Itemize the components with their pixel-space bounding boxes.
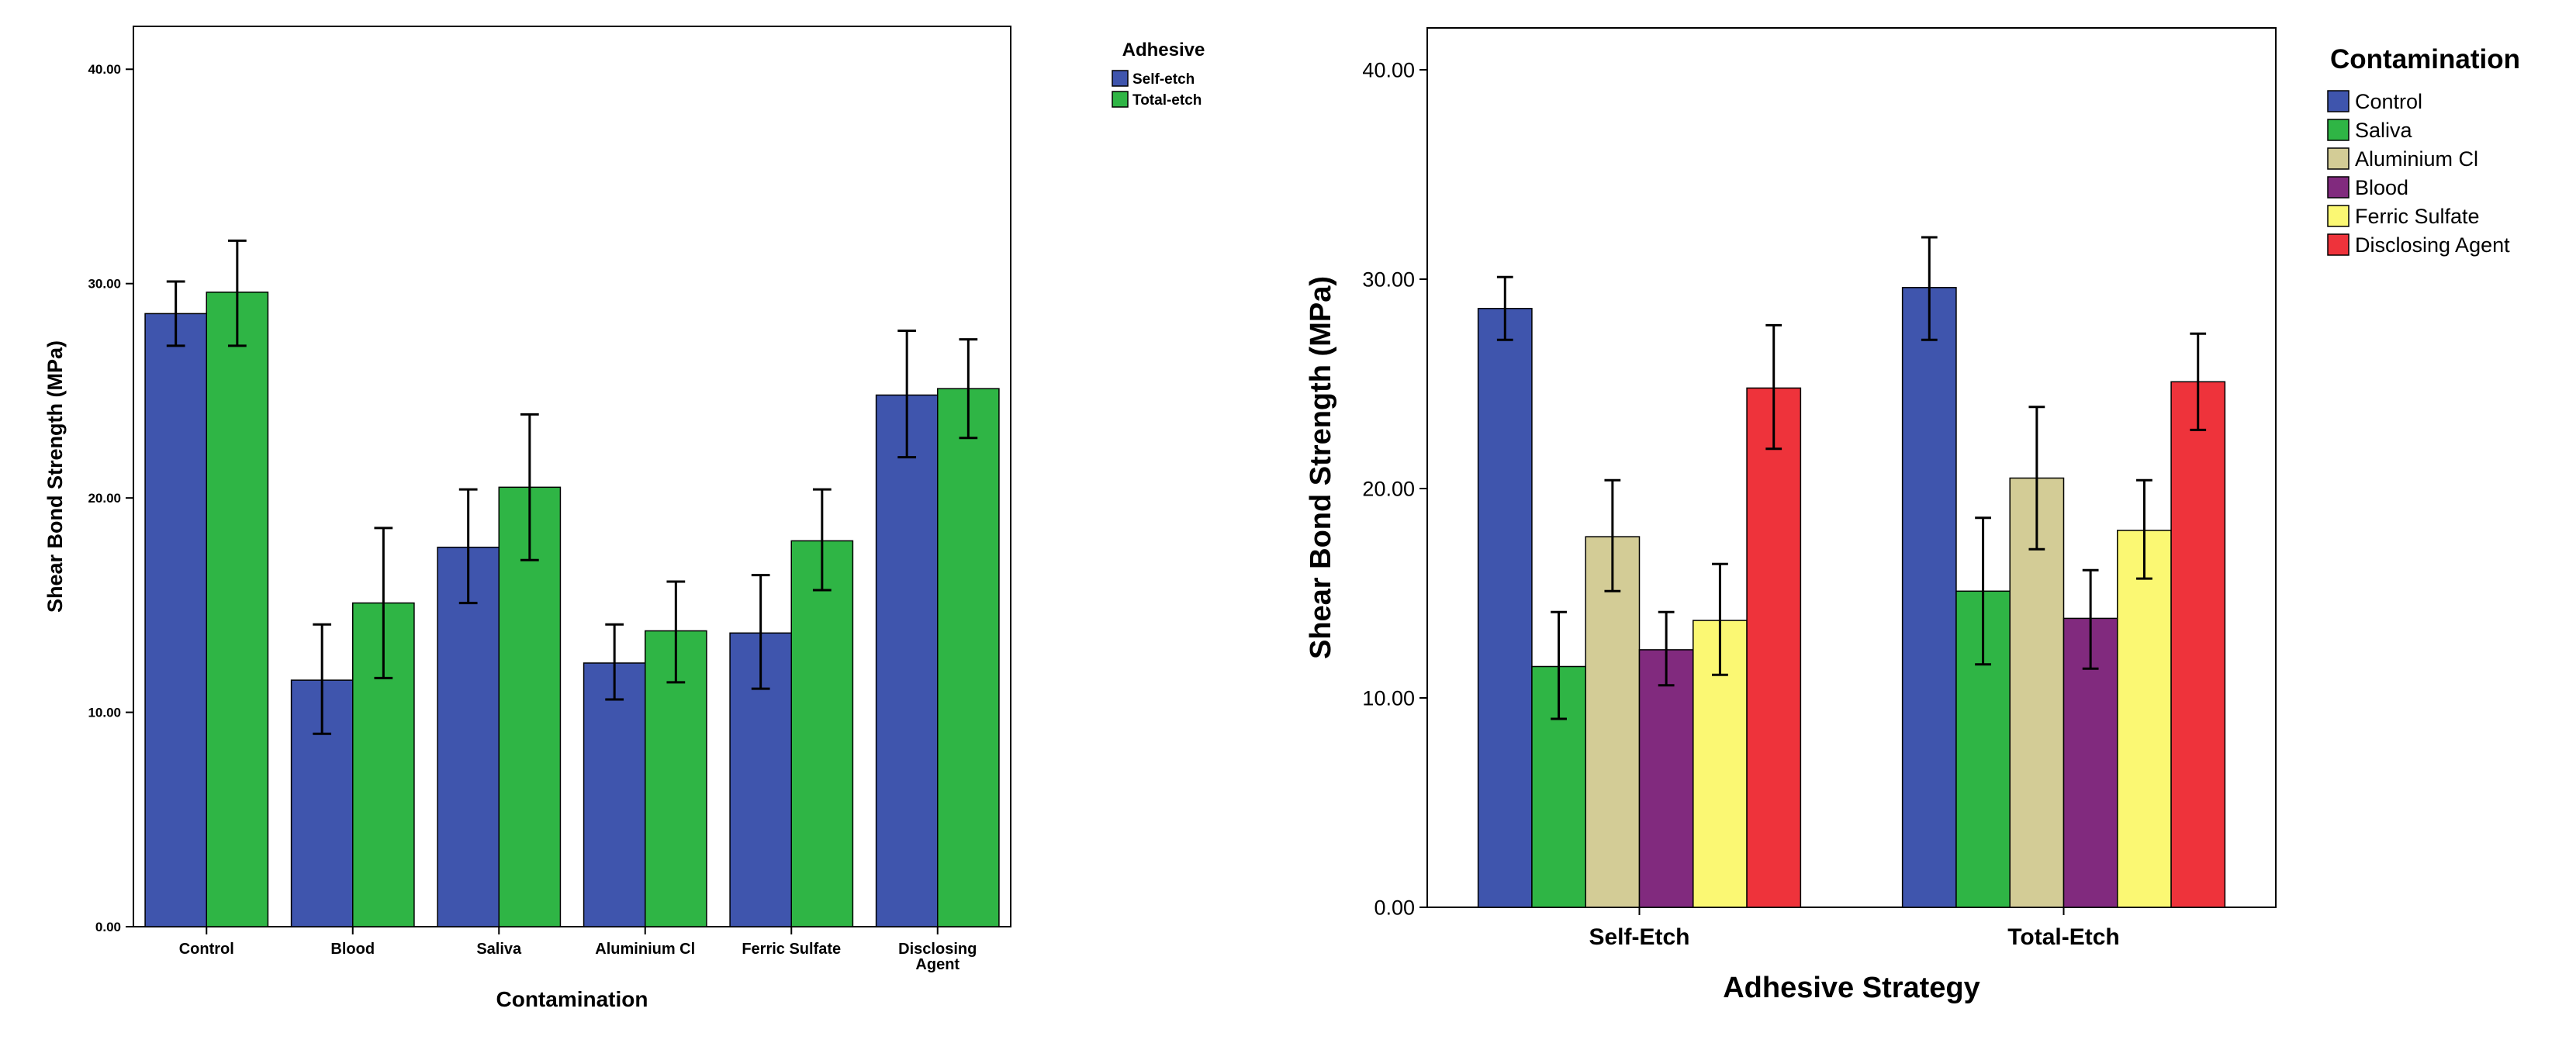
y-axis-title: Shear Bond Strength (MPa) [1305, 276, 1337, 659]
y-tick-label: 30.00 [1362, 268, 1415, 291]
x-tick-label: Saliva [476, 941, 522, 958]
y-tick-label: 0.00 [95, 920, 121, 934]
legend-label: Control [2355, 90, 2422, 113]
y-tick-label: 30.00 [88, 277, 121, 292]
y-tick-label: 20.00 [88, 491, 121, 506]
bar [206, 292, 269, 927]
legend-swatch [2327, 176, 2350, 199]
chart-contamination-by-strategy: 0.00 10.00 20.00 30.00 40.00 Self-Etch Total-E… [1305, 27, 2520, 1004]
bar [144, 313, 207, 927]
y-tick-label: 20.00 [1362, 477, 1415, 500]
legend-label: Total-etch [1132, 92, 1202, 109]
x-tick-label: Control [179, 941, 234, 958]
legend-swatch [2327, 90, 2350, 112]
legend-swatch [2327, 205, 2350, 227]
y-axis-title: Shear Bond Strength (MPa) [43, 340, 67, 613]
x-tick-label: Agent [915, 956, 960, 973]
bar [1585, 536, 1641, 908]
legend-label: Disclosing Agent [2355, 233, 2510, 257]
legend-swatch [2327, 147, 2350, 170]
bar [790, 540, 854, 927]
legend-label: Self-etch [1132, 71, 1195, 88]
x-axis-title: Contamination [496, 987, 648, 1011]
bar [1746, 387, 1802, 908]
y-tick-label: 10.00 [1362, 686, 1415, 710]
bar [1477, 308, 1533, 908]
legend-swatch [2327, 233, 2350, 256]
bar [1901, 287, 1957, 908]
bar [2117, 530, 2172, 908]
bar [875, 394, 939, 927]
x-tick-label: Disclosing [898, 941, 977, 958]
legend-swatch [1112, 70, 1129, 87]
y-tick-label: 40.00 [88, 62, 121, 77]
y-tick-label: 10.00 [88, 706, 121, 720]
plot-area [133, 26, 1011, 927]
x-tick-label: Ferric Sulfate [742, 941, 841, 958]
chart-adhesive-by-contamination: 0.00 10.00 20.00 30.00 40.00 Control Blood Sali… [43, 26, 1205, 1011]
y-tick-label: 0.00 [1374, 896, 1415, 919]
x-tick-label: Total-Etch [2007, 924, 2119, 950]
legend-title: Adhesive [1122, 40, 1205, 60]
bar [437, 546, 500, 927]
bar [583, 662, 646, 927]
bar [937, 388, 1000, 927]
y-tick-label: 40.00 [1362, 58, 1415, 81]
bar [1638, 649, 1694, 908]
legend-label: Blood [2355, 176, 2408, 199]
legend-swatch [2327, 119, 2350, 141]
x-tick-label: Aluminium Cl [595, 941, 695, 958]
legend-label: Ferric Sulfate [2355, 205, 2480, 228]
legend-label: Aluminium Cl [2355, 147, 2478, 171]
legend-title: Contamination [2330, 44, 2520, 74]
x-tick-label: Blood [330, 941, 375, 958]
x-tick-label: Self-Etch [1589, 924, 1689, 950]
legend-label: Saliva [2355, 119, 2413, 142]
x-axis-title: Adhesive Strategy [1723, 972, 1980, 1004]
bar [2170, 381, 2226, 908]
legend-swatch [1112, 91, 1129, 108]
